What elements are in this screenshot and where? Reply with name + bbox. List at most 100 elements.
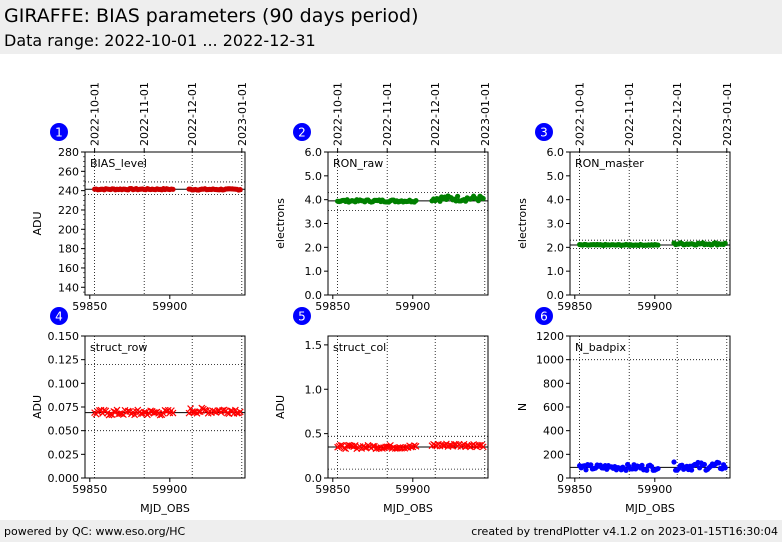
y-tick-label: 1.0 — [547, 265, 565, 278]
y-axis-label: ADU — [274, 395, 287, 419]
plot-frame — [569, 151, 731, 296]
y-tick-label: 600 — [543, 401, 564, 414]
y-tick-label: 0.025 — [48, 448, 80, 461]
y-tick-label: 1.5 — [305, 339, 323, 352]
x-tick-label: 59850 — [557, 483, 592, 496]
y-tick-label: 240 — [58, 185, 79, 198]
date-tick-label: 2022-11-01 — [138, 82, 151, 146]
parameter-label: struct_row — [90, 341, 147, 354]
data-point — [655, 242, 661, 248]
date-tick-label: 2022-12-01 — [671, 82, 684, 146]
y-tick-label: 0.0 — [547, 289, 565, 302]
date-tick-label: 2022-11-01 — [381, 82, 394, 146]
y-tick-label: 2.0 — [305, 241, 323, 254]
y-tick-label: 0.050 — [48, 425, 80, 438]
y-tick-label: 0.100 — [48, 377, 80, 390]
data-point — [413, 197, 419, 204]
x-axis-label: MJD_OBS — [140, 502, 190, 515]
y-tick-label: 220 — [58, 204, 79, 217]
data-range: Data range: 2022-10-01 ... 2022-12-31 — [4, 31, 316, 50]
x-tick-label: 59900 — [637, 483, 672, 496]
y-tick-label: 1.0 — [305, 265, 323, 278]
data-point — [237, 187, 243, 193]
x-tick-label: 59850 — [72, 300, 107, 313]
data-point — [701, 461, 708, 468]
panel-number-badge — [50, 123, 68, 141]
y-tick-label: 1000 — [536, 354, 564, 367]
plot-frame — [327, 151, 489, 296]
x-tick-label: 59850 — [315, 300, 350, 313]
y-tick-label: 400 — [543, 425, 564, 438]
y-tick-label: 0.5 — [305, 428, 323, 441]
data-point — [722, 240, 728, 246]
date-tick-label: 2023-01-01 — [236, 82, 249, 146]
y-axis-label: N — [516, 403, 529, 411]
x-tick-label: 59850 — [557, 300, 592, 313]
report-title: GIRAFFE: BIAS parameters (90 days period… — [4, 5, 419, 27]
x-tick-label: 59850 — [72, 483, 107, 496]
y-axis-label: ADU — [31, 395, 44, 419]
date-tick-label: 2023-01-01 — [479, 82, 492, 146]
date-tick-label: 2022-10-01 — [332, 82, 345, 146]
data-point — [475, 198, 481, 204]
panel-5: 0.0 0.5 1.0 1.5 59850 59900 MJD_OBS ADU struct_c… — [274, 307, 489, 515]
plot-frame — [569, 335, 731, 479]
x-tick-label: 59900 — [395, 300, 430, 313]
y-tick-label: 3.0 — [547, 218, 565, 231]
data-point — [689, 467, 695, 473]
y-tick-label: 0.125 — [48, 354, 80, 367]
data-point — [223, 409, 231, 417]
y-tick-label: 1200 — [536, 330, 564, 343]
data-point — [455, 193, 461, 199]
data-point — [623, 467, 629, 473]
panel-number-badge — [293, 307, 311, 325]
panel-number-badge — [293, 123, 311, 141]
panel-number: 1 — [55, 126, 63, 140]
y-tick-label: 6.0 — [305, 146, 323, 159]
y-tick-label: 180 — [58, 243, 79, 256]
x-tick-label: 59850 — [315, 483, 350, 496]
y-tick-label: 140 — [58, 281, 79, 294]
y-axis-label: electrons — [516, 198, 529, 249]
y-axis-label: ADU — [31, 211, 44, 235]
y-tick-label: 260 — [58, 165, 79, 178]
x-axis-label: MJD_OBS — [625, 502, 675, 515]
y-tick-label: 5.0 — [547, 170, 565, 183]
x-axis-label: MJD_OBS — [383, 502, 433, 515]
data-point — [588, 462, 594, 468]
y-tick-label: 4.0 — [305, 194, 323, 207]
panel-number: 5 — [298, 310, 306, 324]
panel-number-badge — [535, 307, 553, 325]
y-tick-label: 5.0 — [305, 170, 323, 183]
y-axis-label: electrons — [274, 198, 287, 249]
report-header: GIRAFFE: BIAS parameters (90 days period… — [0, 0, 782, 54]
date-tick-label: 2022-10-01 — [574, 82, 587, 146]
y-tick-label: 2.0 — [547, 241, 565, 254]
data-point — [412, 442, 420, 450]
plot-frame — [84, 151, 246, 296]
footer-powered-by: powered by QC: www.eso.org/HC — [4, 525, 186, 538]
data-point — [170, 186, 176, 192]
date-tick-label: 2022-11-01 — [623, 82, 636, 146]
parameter-label: N_badpix — [575, 341, 626, 354]
y-tick-label: 200 — [543, 448, 564, 461]
data-point — [479, 443, 487, 451]
panel-4: 0.000 0.025 0.050 0.075 0.100 0.125 0.150 59850… — [31, 307, 246, 515]
plot-frame — [84, 335, 246, 479]
panel-number: 4 — [55, 310, 63, 324]
parameter-label: BIAS_level — [90, 157, 147, 170]
report-footer: powered by QC: www.eso.org/HC created by… — [0, 520, 782, 542]
x-tick-label: 59900 — [637, 300, 672, 313]
y-tick-label: 1.0 — [305, 383, 323, 396]
y-tick-label: 0.150 — [48, 330, 80, 343]
parameter-label: RON_raw — [333, 157, 383, 170]
footer-created-by: created by trendPlotter v4.1.2 on 2023-0… — [471, 525, 778, 538]
data-point — [655, 465, 661, 472]
data-point — [671, 459, 677, 465]
data-point — [131, 411, 139, 419]
y-tick-label: 0 — [557, 472, 564, 485]
y-tick-label: 0.0 — [305, 289, 323, 302]
data-point — [722, 465, 728, 471]
y-tick-label: 0.075 — [48, 401, 80, 414]
